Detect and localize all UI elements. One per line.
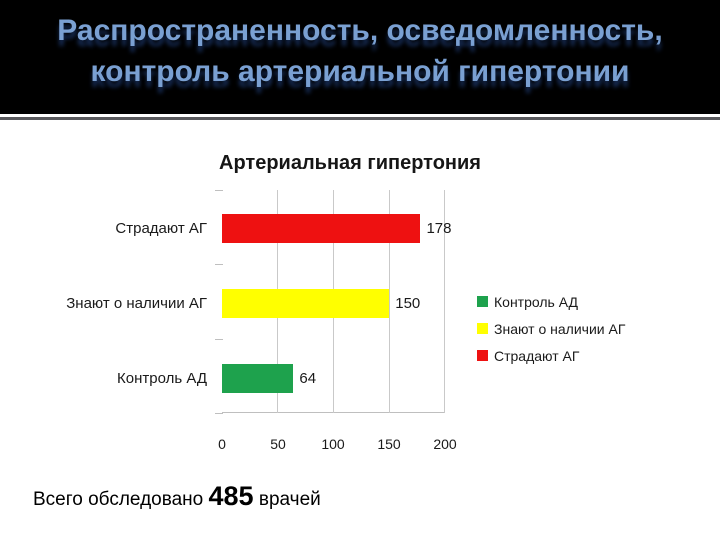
survey-caption: Всего обследовано 485 врачей [33, 481, 321, 512]
bar-znayut-o-nalichii-ag [222, 289, 390, 318]
bar-value-label: 178 [426, 220, 452, 237]
bar-row: 64 [222, 364, 445, 393]
bar-stradayut-ag [222, 214, 421, 243]
caption-suffix: врачей [253, 489, 321, 510]
bar-row: 178 [222, 214, 452, 243]
legend-label: Страдают АГ [494, 347, 580, 364]
x-tick-label: 150 [377, 436, 401, 452]
y-axis-tick [215, 413, 223, 414]
y-axis-tick [215, 264, 223, 265]
category-label: Страдают АГ [115, 220, 207, 237]
x-tick-label: 200 [433, 436, 457, 452]
legend-label: Контроль АД [494, 293, 578, 310]
bar-value-label: 150 [395, 295, 421, 312]
legend-item: Страдают АГ [477, 342, 625, 369]
category-label: Знают о наличии АГ [66, 295, 207, 312]
slide-title: Распространенность, осведомленность, кон… [0, 10, 720, 92]
caption-number: 485 [208, 481, 254, 511]
chart-title: Артериальная гипертония [219, 152, 481, 174]
bar-kontrol-ad [222, 364, 294, 393]
legend-swatch-icon [477, 296, 488, 307]
y-axis-tick [215, 339, 223, 340]
x-tick-label: 50 [270, 436, 286, 452]
plot-area: 178 150 64 [222, 190, 452, 413]
y-axis-tick [215, 190, 223, 191]
legend-item: Знают о наличии АГ [477, 315, 625, 342]
bar-value-label: 64 [299, 370, 317, 387]
gridline [389, 190, 390, 413]
header-separator-line [0, 117, 720, 120]
legend-label: Знают о наличии АГ [494, 320, 626, 337]
slide-title-line2: контроль артериальной гипертонии [90, 55, 630, 88]
chart-legend: Контроль АД Знают о наличии АГ Страдают … [477, 288, 625, 369]
slide-title-line1: Распространенность, осведомленность, [57, 14, 663, 47]
x-tick-label: 0 [218, 436, 226, 452]
legend-swatch-icon [477, 350, 488, 361]
caption-prefix: Всего обследовано [33, 489, 209, 510]
gridline [444, 190, 445, 413]
legend-swatch-icon [477, 323, 488, 334]
x-tick-label: 100 [321, 436, 345, 452]
legend-item: Контроль АД [477, 288, 625, 315]
slide-header: Распространенность, осведомленность, кон… [0, 0, 720, 114]
category-label: Контроль АД [117, 370, 207, 387]
bar-row: 150 [222, 289, 445, 318]
